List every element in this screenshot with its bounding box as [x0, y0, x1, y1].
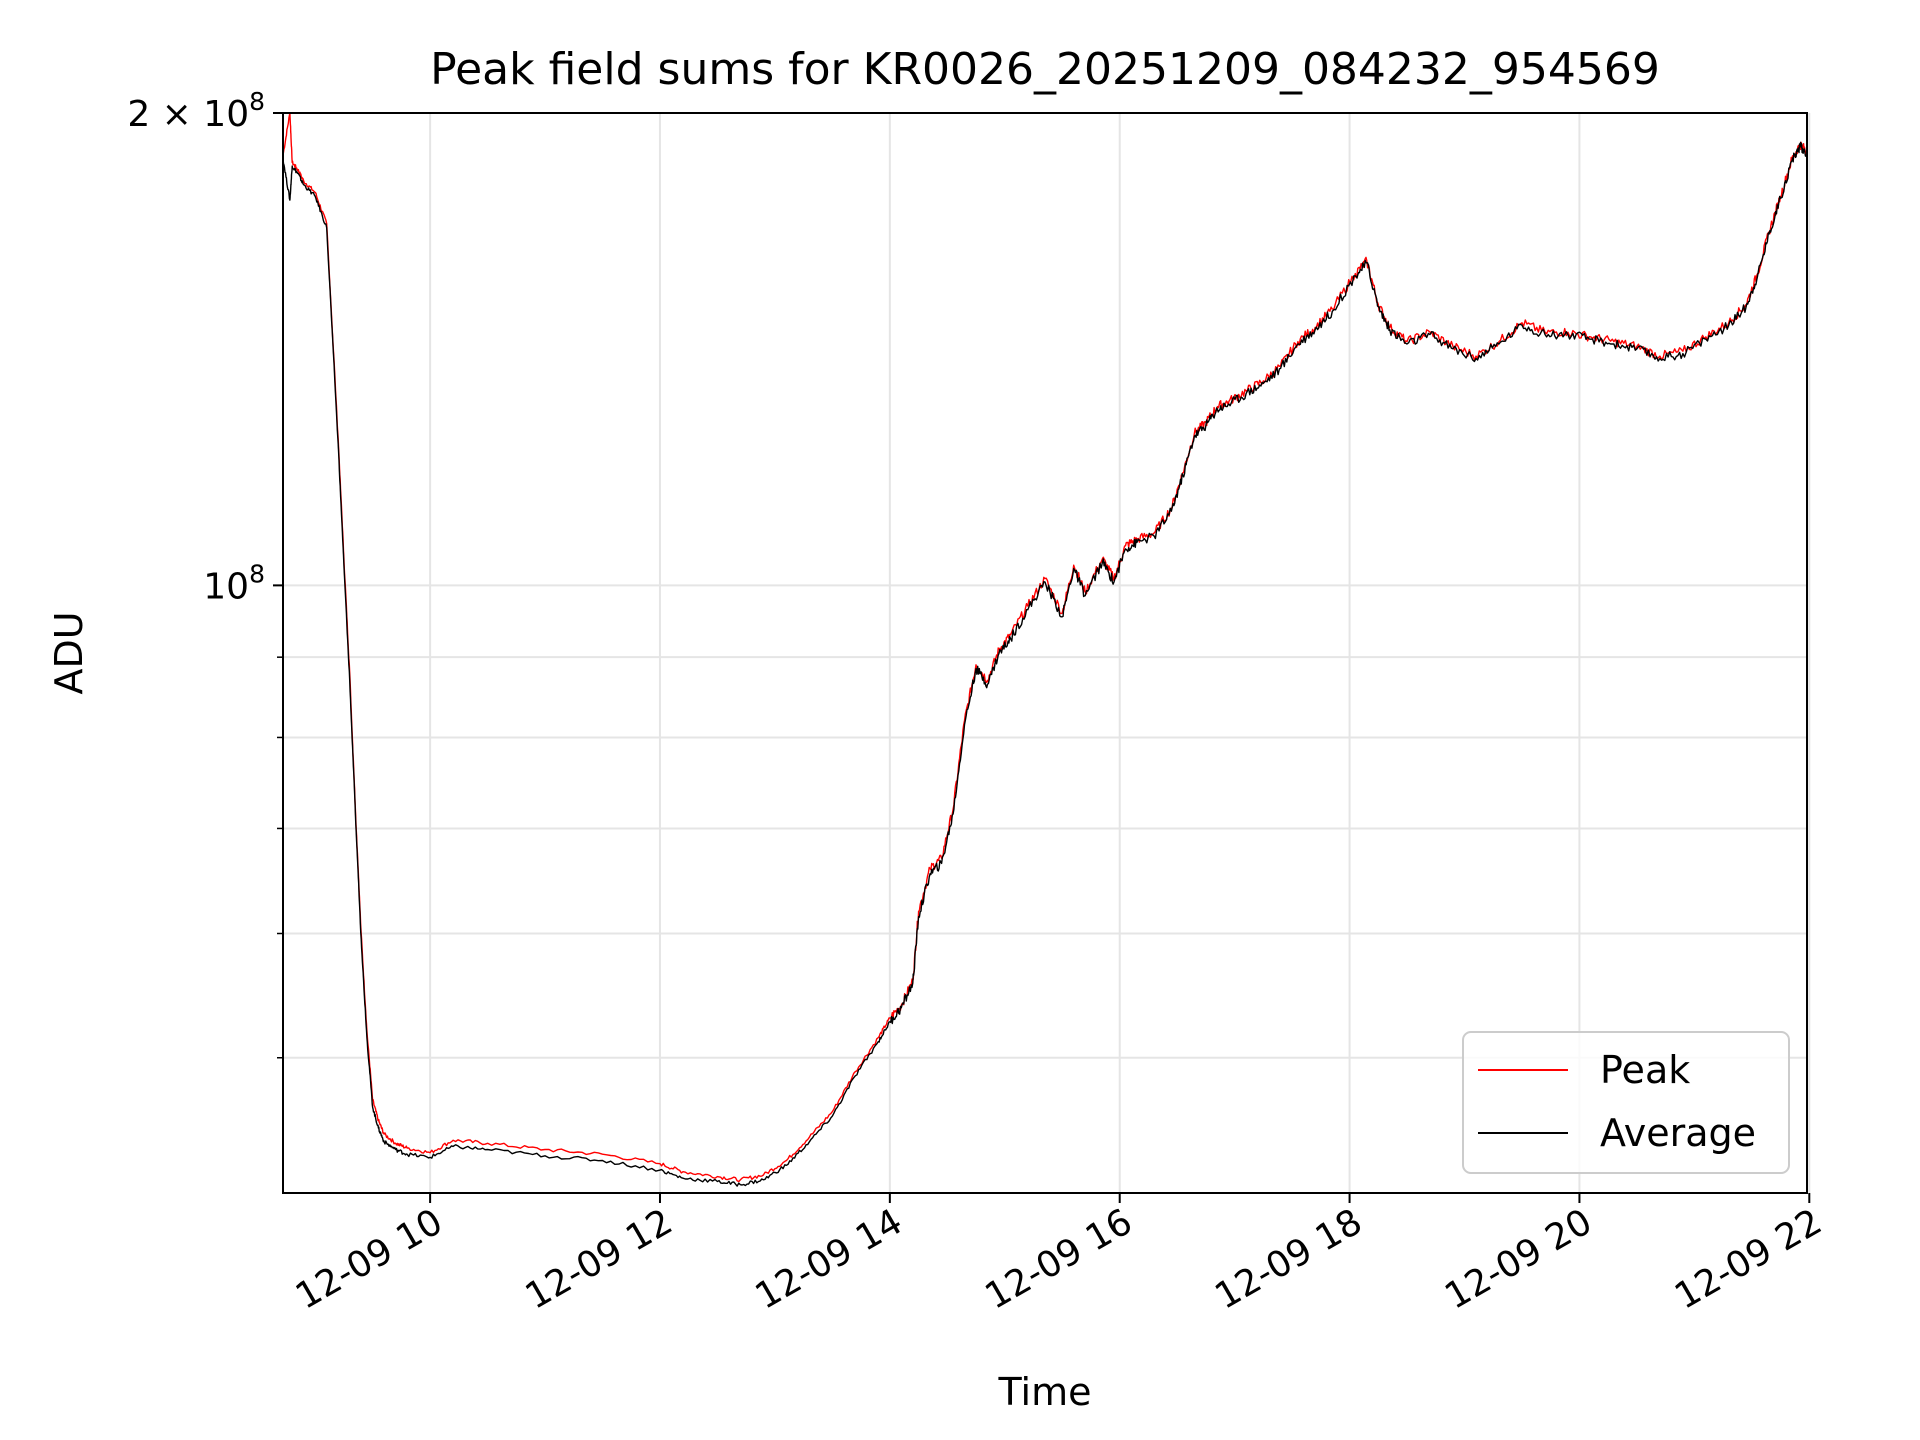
x-axis-label: Time	[998, 1370, 1092, 1414]
series-line-peak	[283, 113, 1807, 1183]
series-line-average	[283, 141, 1807, 1187]
y-tick-label: 108	[203, 559, 265, 607]
legend: Peak Average	[1462, 1031, 1790, 1174]
chart-title: Peak field sums for KR0026_20251209_0842…	[430, 44, 1660, 95]
legend-label-average: Average	[1600, 1111, 1756, 1155]
grid	[283, 112, 1811, 1193]
y-tick-label: 2 × 108	[127, 87, 265, 135]
y-ticks: 108 2 × 108	[127, 87, 283, 1059]
series-group	[283, 113, 1807, 1187]
legend-box	[1462, 1031, 1790, 1174]
legend-label-peak: Peak	[1600, 1048, 1690, 1092]
y-axis-label: ADU	[47, 611, 91, 694]
axes-frame	[282, 112, 1808, 1194]
